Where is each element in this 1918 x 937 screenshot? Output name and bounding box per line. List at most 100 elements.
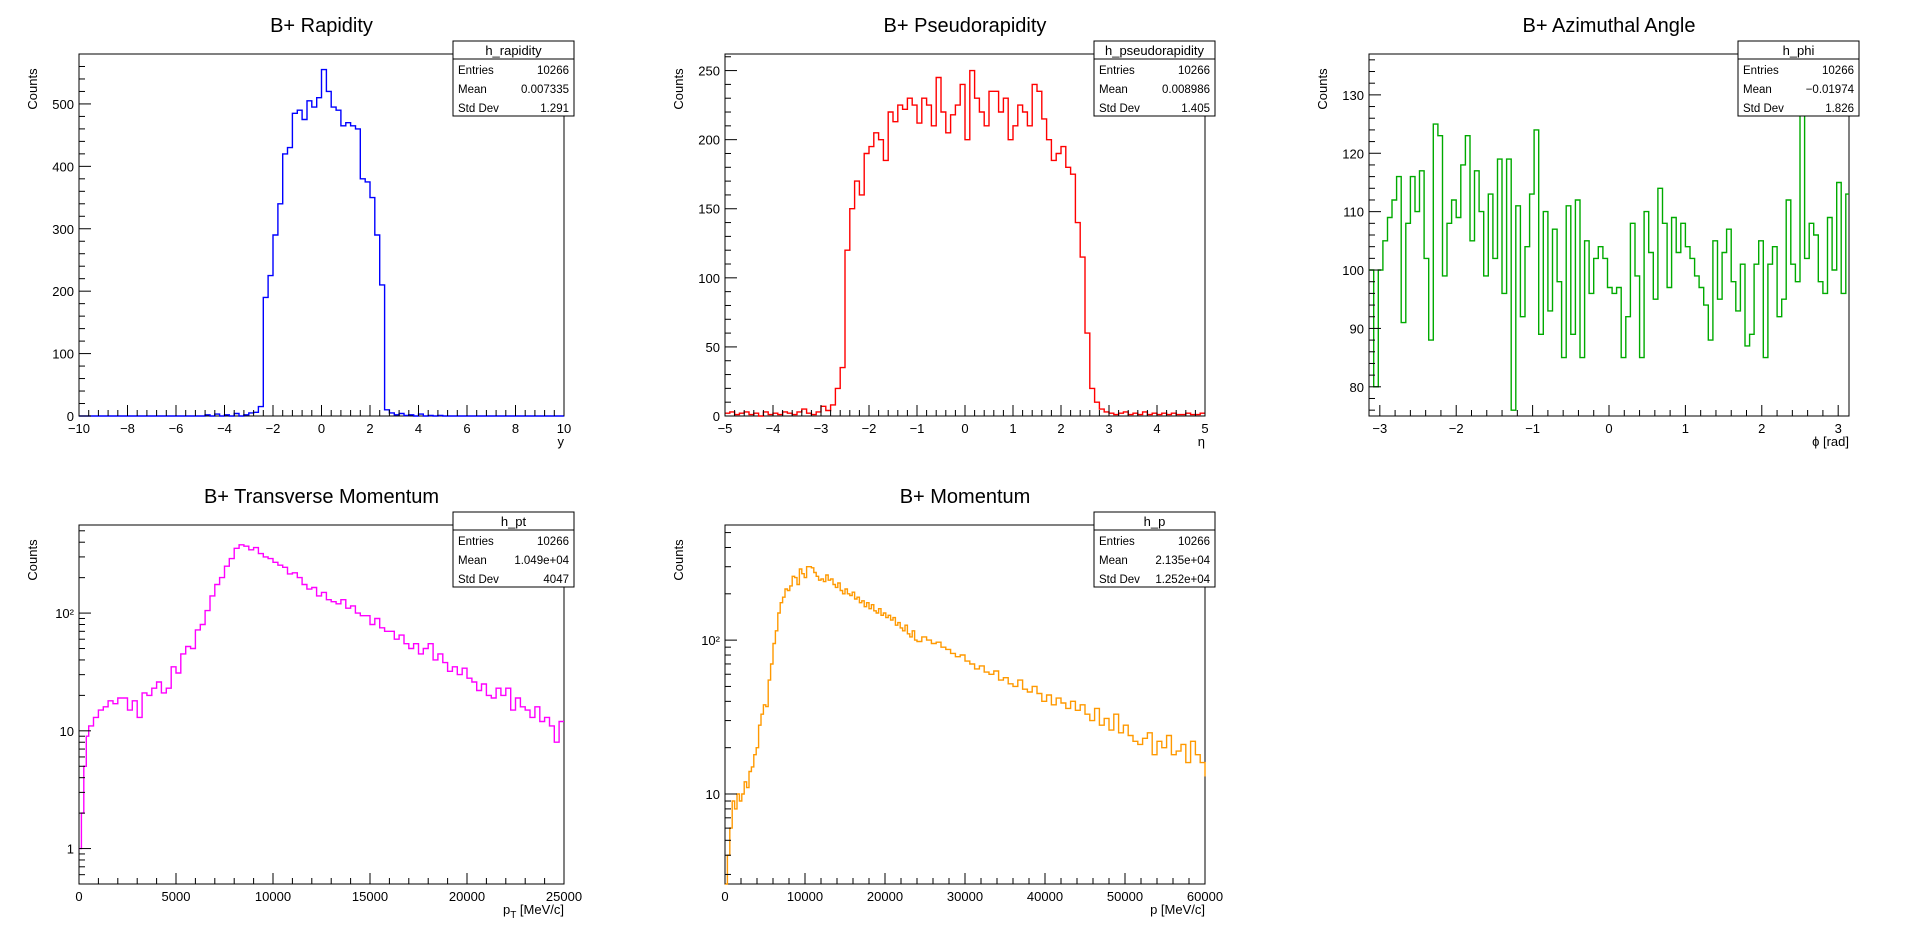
histogram-series — [79, 68, 564, 417]
stats-box-name: h_pt — [501, 514, 527, 529]
stats-box-name: h_p — [1144, 514, 1166, 529]
x-tick-label: 3 — [1835, 421, 1842, 436]
stats-box-name: h_phi — [1783, 43, 1815, 58]
stats-row-value: 4047 — [543, 574, 569, 586]
chart-title: B+ Momentum — [900, 486, 1031, 508]
chart-panel-2: B+ Pseudorapidity−5 −4 −3 −2 −1 0 1 2 3 4 50501001… — [671, 15, 1216, 449]
x-axis-label: η — [1198, 434, 1205, 449]
stats-row-label: Mean — [458, 555, 487, 567]
x-tick-label: 1 — [1682, 421, 1689, 436]
stats-row-value: 1.252e+04 — [1155, 574, 1210, 586]
histogram-series — [1369, 53, 1849, 411]
stats-box: h_p Entries 10266 Mean 2.135e+04 Std Dev 1.252… — [1093, 511, 1216, 588]
x-tick-label: −3 — [814, 421, 829, 436]
stats-row-label: Std Dev — [1099, 574, 1140, 586]
plot-frame — [78, 524, 565, 885]
stats-box: h_pseudorapidity Entries 10266 Mean 0.008986… — [1093, 40, 1216, 117]
x-tick-label: 4 — [415, 421, 422, 436]
chart-panel-3: B+ Azimuthal Angle −3 −2 −1 0 1 2 3 80 90 100 110 12… — [1315, 15, 1860, 449]
y-axis-label: Counts — [671, 68, 686, 110]
y-tick-label: 110 — [1343, 205, 1364, 220]
x-tick-label: 0 — [1605, 421, 1612, 436]
y-tick-label: 90 — [1350, 321, 1364, 336]
stats-row-value: 10266 — [1822, 65, 1854, 77]
histogram-series — [725, 566, 1206, 885]
stats-row-value: 10266 — [1178, 536, 1210, 548]
chart-title: B+ Rapidity — [270, 15, 373, 37]
stats-box-frame — [452, 511, 575, 588]
y-tick-label: 100 — [1342, 263, 1364, 278]
histogram-series — [79, 544, 564, 850]
x-axis-label: y — [558, 434, 565, 449]
x-tick-label: −1 — [1525, 421, 1540, 436]
x-axis-label-unit: [MeV/c] — [516, 902, 564, 917]
stats-box-frame — [1093, 511, 1216, 588]
stats-row-value: 1.049e+04 — [514, 555, 569, 567]
y-tick-label: 10² — [55, 606, 74, 621]
stats-row-label: Mean — [1099, 84, 1128, 96]
x-tick-label: −5 — [718, 421, 733, 436]
y-tick-label: 10² — [701, 633, 720, 648]
x-tick-label: 5 — [1201, 421, 1208, 436]
x-tick-label: 60000 — [1187, 889, 1223, 904]
x-tick-label: 30000 — [947, 889, 983, 904]
chart-panel-1: B+ Rapidity−10 −8 −6 −4 −2 0 2 4 6 8 1001002003004… — [25, 15, 575, 449]
stats-row-value: 10266 — [537, 536, 569, 548]
stats-row-label: Mean — [1099, 555, 1128, 567]
y-axis-label: Counts — [25, 68, 40, 110]
y-tick-label: 200 — [52, 284, 74, 299]
stats-row-label: Std Dev — [458, 103, 499, 115]
chart-panel-5: B+ Momentum 0 10000 20000 30000 40000 50000 600… — [671, 486, 1223, 917]
stats-row-label: Entries — [458, 65, 494, 77]
x-tick-label: 10000 — [787, 889, 823, 904]
x-tick-label: 8 — [512, 421, 519, 436]
x-axis-label: ϕ [rad] — [1812, 434, 1849, 449]
x-axis-label: p [MeV/c] — [1150, 902, 1205, 917]
x-tick-label: 20000 — [867, 889, 903, 904]
y-tick-label: 120 — [1342, 146, 1364, 161]
y-tick-label: 0 — [67, 409, 74, 424]
y-tick-label: 0 — [713, 409, 720, 424]
stats-row-value: 0.008986 — [1162, 84, 1210, 96]
chart-title: B+ Transverse Momentum — [204, 486, 439, 508]
x-axis-label-main: p — [503, 902, 510, 917]
x-tick-label: 6 — [463, 421, 470, 436]
stats-row-label: Std Dev — [1099, 103, 1140, 115]
y-tick-label: 80 — [1350, 380, 1364, 395]
y-tick-label: 130 — [1342, 88, 1364, 103]
stats-row-value: 10266 — [537, 65, 569, 77]
x-tick-label: −2 — [266, 421, 281, 436]
y-tick-label: 10 — [60, 724, 74, 739]
y-tick-label: 10 — [706, 787, 720, 802]
x-tick-label: −8 — [120, 421, 135, 436]
x-tick-label: 20000 — [449, 889, 485, 904]
x-tick-label: 0 — [318, 421, 325, 436]
x-tick-label: 1 — [1009, 421, 1016, 436]
stats-row-label: Entries — [458, 536, 494, 548]
x-tick-label: 2 — [366, 421, 373, 436]
x-tick-label: 5000 — [162, 889, 191, 904]
stats-row-value: 2.135e+04 — [1155, 555, 1210, 567]
stats-row-label: Std Dev — [1743, 103, 1784, 115]
stats-row-value: 1.826 — [1825, 103, 1854, 115]
chart-title: B+ Azimuthal Angle — [1523, 15, 1696, 37]
y-tick-label: 500 — [52, 97, 74, 112]
y-tick-label: 100 — [698, 271, 720, 286]
stats-box: h_pt Entries 10266 Mean 1.049e+04 Std Dev 4047 — [452, 511, 575, 588]
x-tick-label: 25000 — [546, 889, 582, 904]
stats-box-name: h_rapidity — [485, 43, 542, 58]
histogram-series — [725, 69, 1205, 417]
x-tick-label: −2 — [862, 421, 877, 436]
y-tick-label: 1 — [67, 842, 74, 857]
stats-box-name: h_pseudorapidity — [1105, 43, 1205, 58]
stats-row-value: −0.01974 — [1806, 84, 1855, 96]
stats-box-frame — [1093, 40, 1216, 117]
x-tick-label: −1 — [910, 421, 925, 436]
x-tick-label: −4 — [217, 421, 232, 436]
y-axis-label: Counts — [25, 539, 40, 581]
stats-row-label: Mean — [1743, 84, 1772, 96]
x-tick-label: 15000 — [352, 889, 388, 904]
stats-box: h_phi Entries 10266 Mean −0.01974 Std Dev 1.82… — [1737, 40, 1860, 117]
stats-row-label: Mean — [458, 84, 487, 96]
